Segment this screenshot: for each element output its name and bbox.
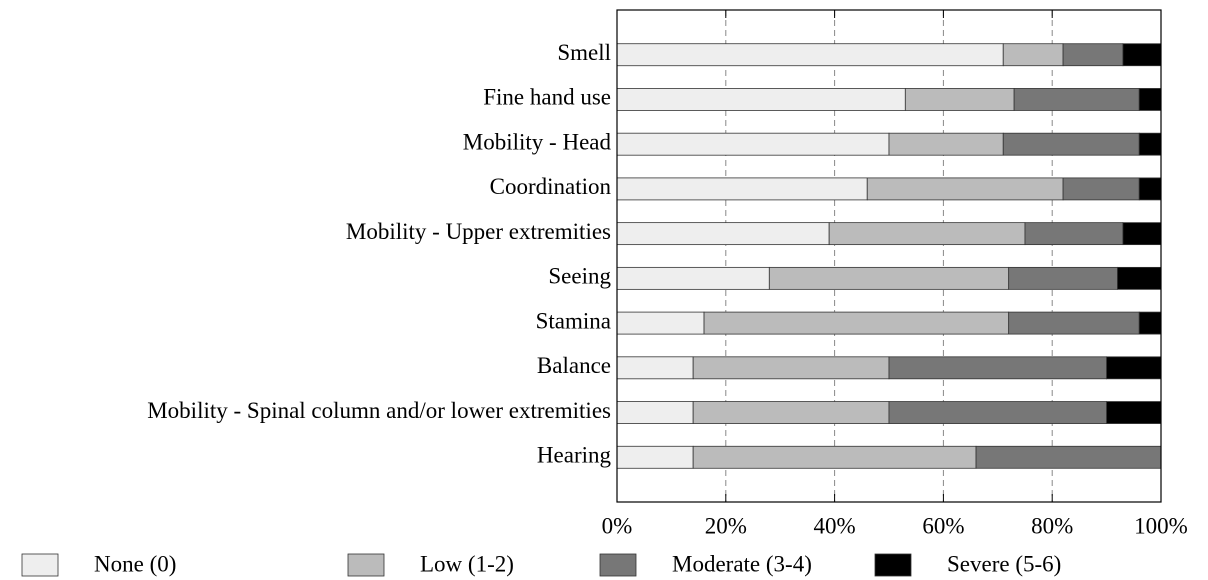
bar-segment: [1062, 43, 1124, 67]
bar-segment: [1138, 177, 1162, 201]
bar-segment: [1062, 177, 1140, 201]
bar-segment: [1008, 311, 1140, 335]
bar-segment: [616, 43, 1004, 67]
legend-label: None (0): [94, 551, 176, 576]
y-tick-label: Smell: [557, 40, 611, 65]
x-tick-label: 80%: [1031, 513, 1073, 538]
bar-segment: [1122, 222, 1162, 246]
bar-segment: [616, 177, 868, 201]
bar-segment: [904, 88, 1015, 111]
bar-segment: [1106, 401, 1162, 424]
bar-segment: [888, 356, 1108, 380]
y-tick-label: Seeing: [548, 264, 611, 289]
bar-segment: [616, 132, 890, 156]
legend-swatch: [599, 553, 637, 577]
bar-segment: [866, 177, 1064, 201]
bar-segment: [828, 222, 1026, 246]
bar-segment: [616, 266, 770, 290]
bar-segment: [616, 222, 830, 246]
legend-label: Low (1-2): [420, 551, 514, 576]
bar-segment: [616, 88, 906, 111]
y-tick-label: Balance: [537, 353, 611, 378]
bar-segment: [975, 445, 1162, 469]
y-tick-label: Hearing: [537, 443, 612, 468]
bar-segment: [692, 445, 977, 469]
y-tick-label: Mobility - Spinal column and/or lower ex…: [147, 398, 611, 423]
legend-swatch: [347, 553, 385, 577]
y-tick-label: Mobility - Upper extremities: [346, 219, 611, 244]
x-tick-label: 0%: [602, 513, 633, 538]
y-tick-label: Stamina: [536, 308, 611, 333]
bar-segment: [1138, 88, 1162, 111]
x-tick-label: 60%: [922, 513, 964, 538]
plot-frame: [616, 9, 1162, 503]
x-tick-label: 40%: [814, 513, 856, 538]
bar-segment: [888, 132, 1004, 156]
bar-segment: [616, 445, 694, 469]
bar-segment: [1106, 356, 1162, 380]
y-tick-label: Coordination: [490, 174, 612, 199]
legend-label: Moderate (3-4): [672, 551, 812, 576]
bar-segment: [703, 311, 1010, 335]
x-tick-label: 100%: [1134, 513, 1188, 538]
bar-segment: [1117, 266, 1162, 290]
bar-segment: [616, 356, 694, 380]
bar-segment: [616, 311, 705, 335]
bar-segment: [768, 266, 1010, 290]
legend-swatch: [21, 553, 59, 577]
y-tick-label: Mobility - Head: [463, 129, 612, 154]
bar-segment: [1138, 311, 1162, 335]
legend-swatch: [874, 553, 912, 577]
bar-segment: [1002, 43, 1064, 67]
bar-segment: [1008, 266, 1118, 290]
bar-segment: [692, 356, 890, 380]
bar-segment: [1002, 132, 1140, 156]
bar-segment: [692, 401, 890, 424]
bar-segment: [1138, 132, 1162, 156]
legend-label: Severe (5-6): [947, 551, 1061, 576]
bar-segment: [1024, 222, 1124, 246]
bar-segment: [888, 401, 1108, 424]
y-tick-label: Fine hand use: [483, 85, 611, 110]
x-tick-label: 20%: [705, 513, 747, 538]
bar-segment: [1122, 43, 1162, 67]
bar-segment: [616, 401, 694, 424]
bar-segment: [1013, 88, 1140, 111]
